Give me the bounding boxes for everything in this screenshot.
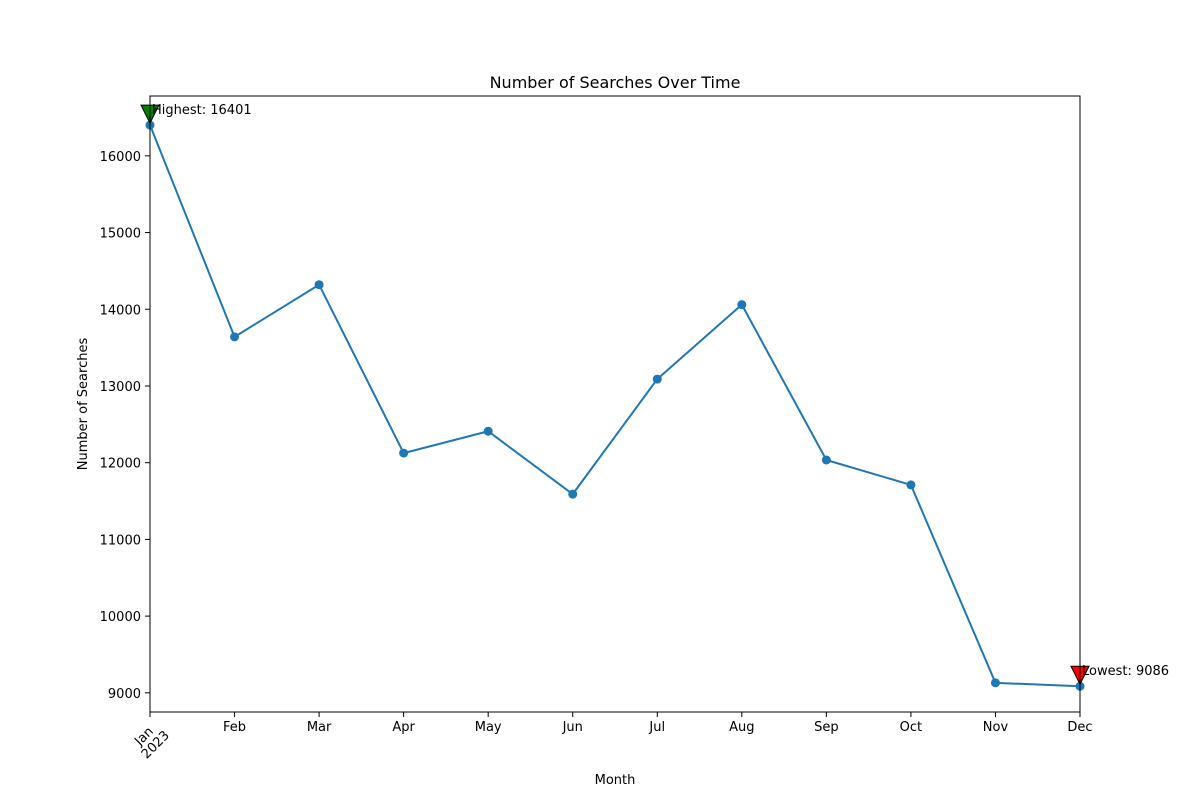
x-tick-label: Nov [983,720,1009,735]
data-point [483,426,493,436]
y-tick-label: 15000 [100,227,141,242]
data-point [652,374,662,384]
data-point [821,455,831,465]
x-tick-label: Oct [900,720,922,735]
x-tick-label: Apr [392,720,415,735]
data-point [737,300,747,310]
x-tick-label: Jun [562,720,583,735]
y-tick-label: 12000 [100,457,141,472]
y-tick-label: 10000 [100,610,141,625]
lowest-annotation: Lowest: 9086 [1082,664,1169,679]
series-line [149,124,1081,688]
data-point [230,332,240,342]
x-tick-label: Feb [223,720,246,735]
y-tick-label: 14000 [100,303,141,318]
x-tick-label: Jul [648,720,665,735]
y-axis-title: Number of Searches [76,338,91,471]
data-point [906,480,916,490]
data-point [568,489,578,499]
plot-frame [149,95,1081,713]
x-tick-label: Mar [307,720,332,735]
y-tick-label: 11000 [100,533,141,548]
x-tick-label: Sep [814,720,839,735]
data-point [314,280,324,290]
y-tick-label: 13000 [100,380,141,395]
x-axis-title: Month [595,773,636,788]
x-tick-label: Aug [729,720,754,735]
y-tick-label: 9000 [108,687,141,702]
chart-title: Number of Searches Over Time [490,73,741,92]
y-tick-label: 16000 [100,150,141,165]
data-point [990,678,1000,688]
plot-area: 9000 10000 11000 12000 13000 14000 15000 16000 J… [100,103,1169,762]
highest-annotation: Highest: 16401 [152,103,252,118]
data-point [399,448,409,458]
x-tick-label: Dec [1067,720,1092,735]
x-tick-label: May [475,720,502,735]
